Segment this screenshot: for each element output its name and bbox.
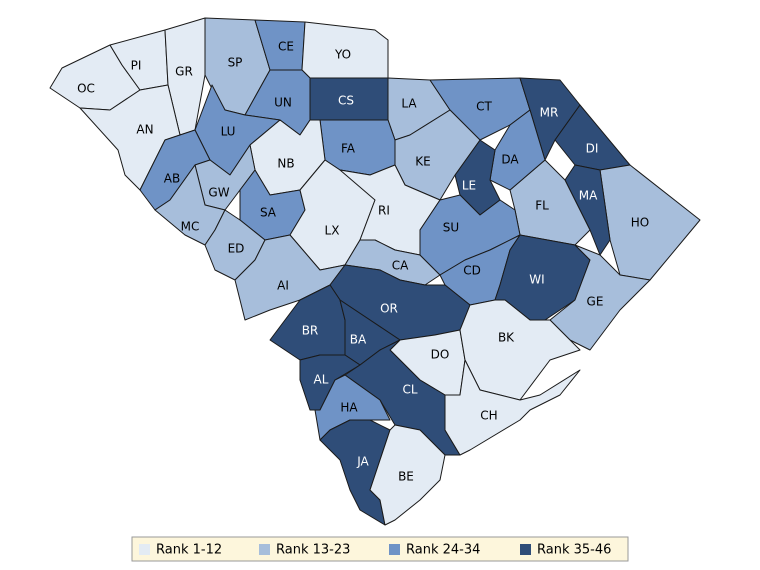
county-label: ED <box>228 242 245 256</box>
county-label: PI <box>131 59 142 73</box>
county-label: OC <box>77 82 95 96</box>
county-label: DI <box>586 142 599 156</box>
legend: Rank 1-12 Rank 13-23 Rank 24-34 Rank 35-46 <box>139 543 611 558</box>
legend-label: Rank 24-34 <box>406 543 480 558</box>
county-label: FL <box>535 199 549 213</box>
county-label: NB <box>277 157 294 171</box>
county-label: BK <box>498 331 515 345</box>
county-label: CH <box>480 409 497 423</box>
county-label: GE <box>587 295 604 309</box>
county-label: CD <box>463 264 481 278</box>
county <box>369 424 446 526</box>
county-label: CS <box>338 94 354 108</box>
county-label: CE <box>278 40 294 54</box>
county <box>599 164 701 281</box>
legend-box <box>131 536 629 562</box>
county-label: DO <box>431 348 450 362</box>
county-label: HO <box>631 216 649 230</box>
county-label: AN <box>136 123 153 137</box>
county-label: BA <box>350 333 367 347</box>
legend-swatch <box>520 544 531 555</box>
county-label: JA <box>356 455 369 469</box>
legend-swatch <box>259 544 270 555</box>
county-label: GR <box>175 65 193 79</box>
county-labels: OC PI GR AN SP CE YO UN LU CS LA CT MR DI HO MA FL DA LE KE… <box>77 40 649 484</box>
county-label: LE <box>462 179 476 193</box>
legend-label: Rank 1-12 <box>156 543 222 558</box>
county-label: MC <box>181 220 200 234</box>
county <box>154 164 226 246</box>
county-label: AI <box>277 279 289 293</box>
county <box>444 359 581 456</box>
county-label: KE <box>415 155 430 169</box>
legend-label: Rank 13-23 <box>276 543 350 558</box>
county-label: AL <box>314 373 329 387</box>
county-label: YO <box>334 48 351 62</box>
county-label: HA <box>340 401 358 415</box>
counties <box>49 17 701 526</box>
county-label: BR <box>302 324 319 338</box>
county-label: MR <box>540 106 559 120</box>
county-label: UN <box>274 96 292 110</box>
county-label: SP <box>228 56 243 70</box>
county-label: SU <box>443 221 459 235</box>
county-label: AB <box>164 172 180 186</box>
county-label: LA <box>401 97 417 111</box>
legend-label: Rank 35-46 <box>537 543 611 558</box>
legend-swatch <box>139 544 150 555</box>
county <box>549 244 651 351</box>
county-label: MA <box>579 189 598 203</box>
county-label: LX <box>325 224 340 238</box>
county-label: WI <box>529 273 544 287</box>
county-label: CL <box>402 383 417 397</box>
county-label: LU <box>221 125 236 139</box>
county-label: FA <box>341 142 356 156</box>
county-label: DA <box>501 153 519 167</box>
county-label: CT <box>476 100 492 114</box>
county-label: OR <box>380 302 398 316</box>
county-label: CA <box>392 259 409 273</box>
county-label: RI <box>378 204 390 218</box>
county-label: SA <box>260 206 277 220</box>
county-label: BE <box>398 470 414 484</box>
county-label: GW <box>208 186 229 200</box>
legend-swatch <box>389 544 400 555</box>
